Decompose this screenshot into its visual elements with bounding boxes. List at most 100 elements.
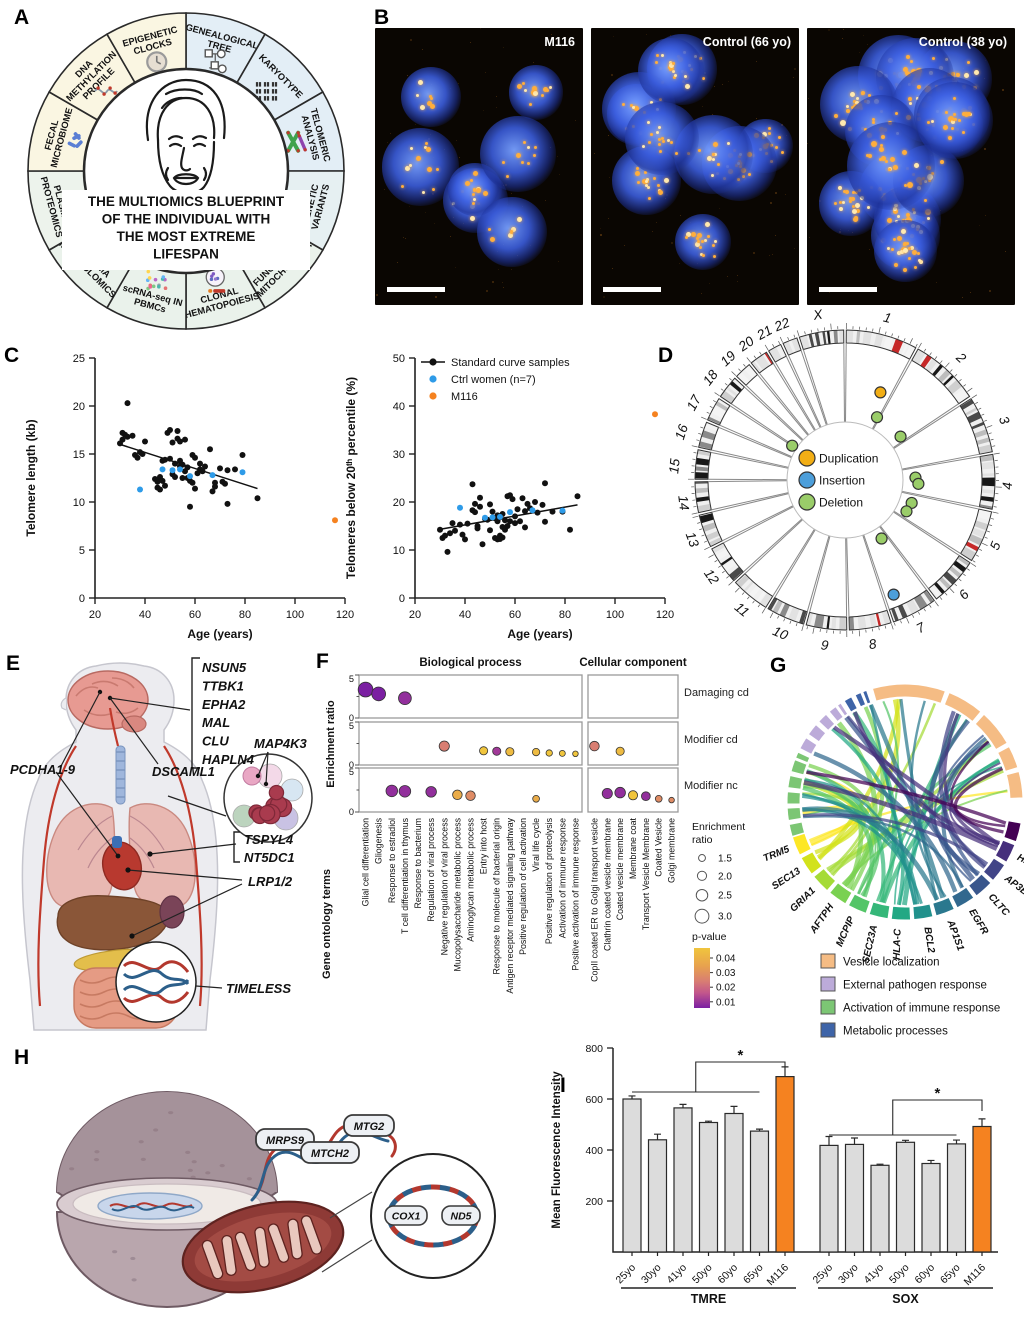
background-speckle — [700, 292, 702, 294]
gene-arc — [812, 867, 837, 892]
background-speckle — [790, 40, 792, 42]
data-point — [457, 521, 463, 528]
telomere-signal-dot — [655, 60, 659, 64]
background-speckle — [459, 156, 461, 158]
x-tick-label: 30yo — [836, 1262, 861, 1287]
chromosome-band — [862, 331, 872, 346]
connector-line — [59, 691, 101, 769]
y-tick-label: 0 — [349, 807, 354, 817]
sector-spoke — [800, 350, 827, 426]
chromosome-band — [960, 399, 974, 410]
telomere-signal-dot — [957, 119, 961, 123]
bar — [622, 1098, 642, 1253]
chromosome-band — [705, 530, 720, 541]
telomere-signal-dot — [489, 237, 495, 243]
scale-tick — [959, 379, 962, 382]
facet-col-title: Cellular component — [579, 657, 687, 669]
sector-spoke — [730, 403, 798, 449]
background-speckle — [435, 295, 438, 298]
bar — [819, 1144, 839, 1253]
background-speckle — [599, 234, 602, 237]
data-point — [182, 436, 188, 443]
scale-tick — [704, 546, 710, 551]
background-speckle — [771, 254, 773, 256]
y-ticks — [355, 721, 359, 766]
enrichment-dot — [589, 740, 600, 752]
pore-speckle — [185, 1150, 191, 1154]
background-speckle — [1003, 48, 1005, 50]
telomere-signal-dot — [961, 112, 966, 117]
chromosome-band — [923, 590, 934, 604]
y-tick-label: 0 — [79, 593, 85, 605]
dna-strand-blue — [122, 969, 190, 995]
sector-spoke — [718, 426, 792, 459]
scale-tick — [939, 597, 943, 600]
telomere-signal-dot — [852, 204, 856, 208]
chromosome-band — [831, 616, 837, 630]
pore-speckle — [205, 1171, 211, 1175]
scale-tick — [795, 623, 798, 627]
scale-tick — [903, 338, 906, 342]
data-point — [209, 488, 216, 495]
error-bar — [705, 1120, 712, 1123]
category-arc — [786, 791, 801, 805]
portrait-stroke — [164, 166, 170, 182]
scale-tick — [734, 587, 740, 593]
scale-tick — [891, 333, 893, 337]
enrichment-dot — [641, 791, 651, 802]
background-speckle — [670, 241, 673, 244]
map4k3-cell — [242, 766, 262, 786]
gene-pair-bracket — [233, 831, 240, 863]
background-speckle — [502, 282, 504, 284]
chromosome-outline — [959, 508, 993, 562]
background-speckle — [610, 74, 613, 77]
facet-box — [358, 721, 583, 766]
chromosome-label: 19 — [717, 348, 739, 370]
chromosome-band — [715, 548, 730, 561]
significance-star: * — [934, 1085, 940, 1102]
bar — [844, 1143, 865, 1253]
scale-tick — [929, 352, 932, 356]
data-point — [534, 509, 541, 516]
chromosome-band — [772, 599, 783, 614]
gene-label-nt5dc1: NT5DC1 — [244, 850, 295, 865]
background-speckle — [551, 33, 553, 35]
background-speckle — [998, 43, 999, 45]
background-speckle — [396, 262, 398, 264]
telomere-signal-dot — [894, 263, 899, 268]
chord-ribbon — [850, 706, 885, 892]
scale-tick — [729, 377, 732, 381]
chromosome-band — [849, 616, 855, 630]
background-speckle — [510, 192, 512, 194]
chord-ribbon — [802, 806, 940, 901]
chromosome-band — [978, 444, 993, 454]
telomere-signal-dot — [906, 182, 913, 189]
scale-tick — [891, 623, 894, 630]
background-speckle — [607, 218, 609, 220]
chromosome-band — [704, 422, 719, 432]
data-point — [199, 468, 206, 475]
scale-tick — [718, 565, 721, 568]
telomere-signal-dot — [516, 217, 522, 223]
chromosome-band — [971, 527, 986, 538]
data-point — [207, 446, 213, 453]
telomere-signal-dot — [909, 60, 913, 64]
telomere-signal-dot — [892, 237, 896, 241]
title-band — [62, 190, 310, 270]
background-speckle — [769, 201, 772, 204]
telomere-signal-dot — [901, 228, 907, 234]
bar — [946, 1143, 967, 1253]
clone-dot — [209, 277, 214, 282]
data-point — [482, 514, 488, 521]
telomere-signal-dot — [672, 69, 676, 73]
enrichment-dot — [627, 790, 638, 801]
scale-tick — [878, 326, 881, 333]
background-speckle — [407, 74, 409, 76]
gene-mtch2-label: MTCH2 — [311, 1148, 349, 1160]
clonal-icon — [205, 267, 226, 293]
telomere-signal-dot — [658, 138, 662, 142]
go-term-label: Response to estradiol — [387, 818, 397, 903]
telomere-signal-dot — [855, 97, 859, 101]
telomere-signal-dot — [533, 154, 537, 158]
telomere-signal-dot — [470, 179, 474, 183]
